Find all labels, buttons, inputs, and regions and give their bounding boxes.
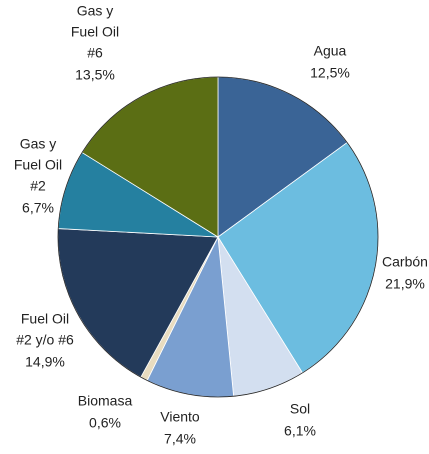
value-label: 14,9% (25, 354, 65, 370)
slice-label: #2 (30, 178, 46, 194)
value-label: 6,1% (284, 423, 316, 439)
slice-label: Fuel Oil (21, 311, 69, 327)
value-label: 6,7% (22, 200, 54, 216)
slice-label: Gas y (77, 3, 114, 19)
value-label: 12,5% (310, 65, 350, 81)
value-label: 7,4% (164, 431, 196, 447)
pie-outline (57, 76, 379, 398)
value-label: 13,5% (75, 67, 115, 83)
value-label: 0,6% (89, 415, 121, 431)
slice-label: Carbón (382, 254, 428, 270)
slice-label: Viento (160, 409, 200, 425)
value-label: 21,9% (385, 276, 425, 292)
slice-label: Biomasa (78, 393, 133, 409)
slice-label: #6 (87, 45, 103, 61)
slice-label: Agua (314, 43, 347, 59)
slice-label: #2 y/o #6 (16, 332, 74, 348)
slice-label: Sol (290, 401, 310, 417)
slice-label: Gas y (20, 136, 57, 152)
slice-label: Fuel Oil (14, 157, 62, 173)
slice-label: Fuel Oil (71, 24, 119, 40)
